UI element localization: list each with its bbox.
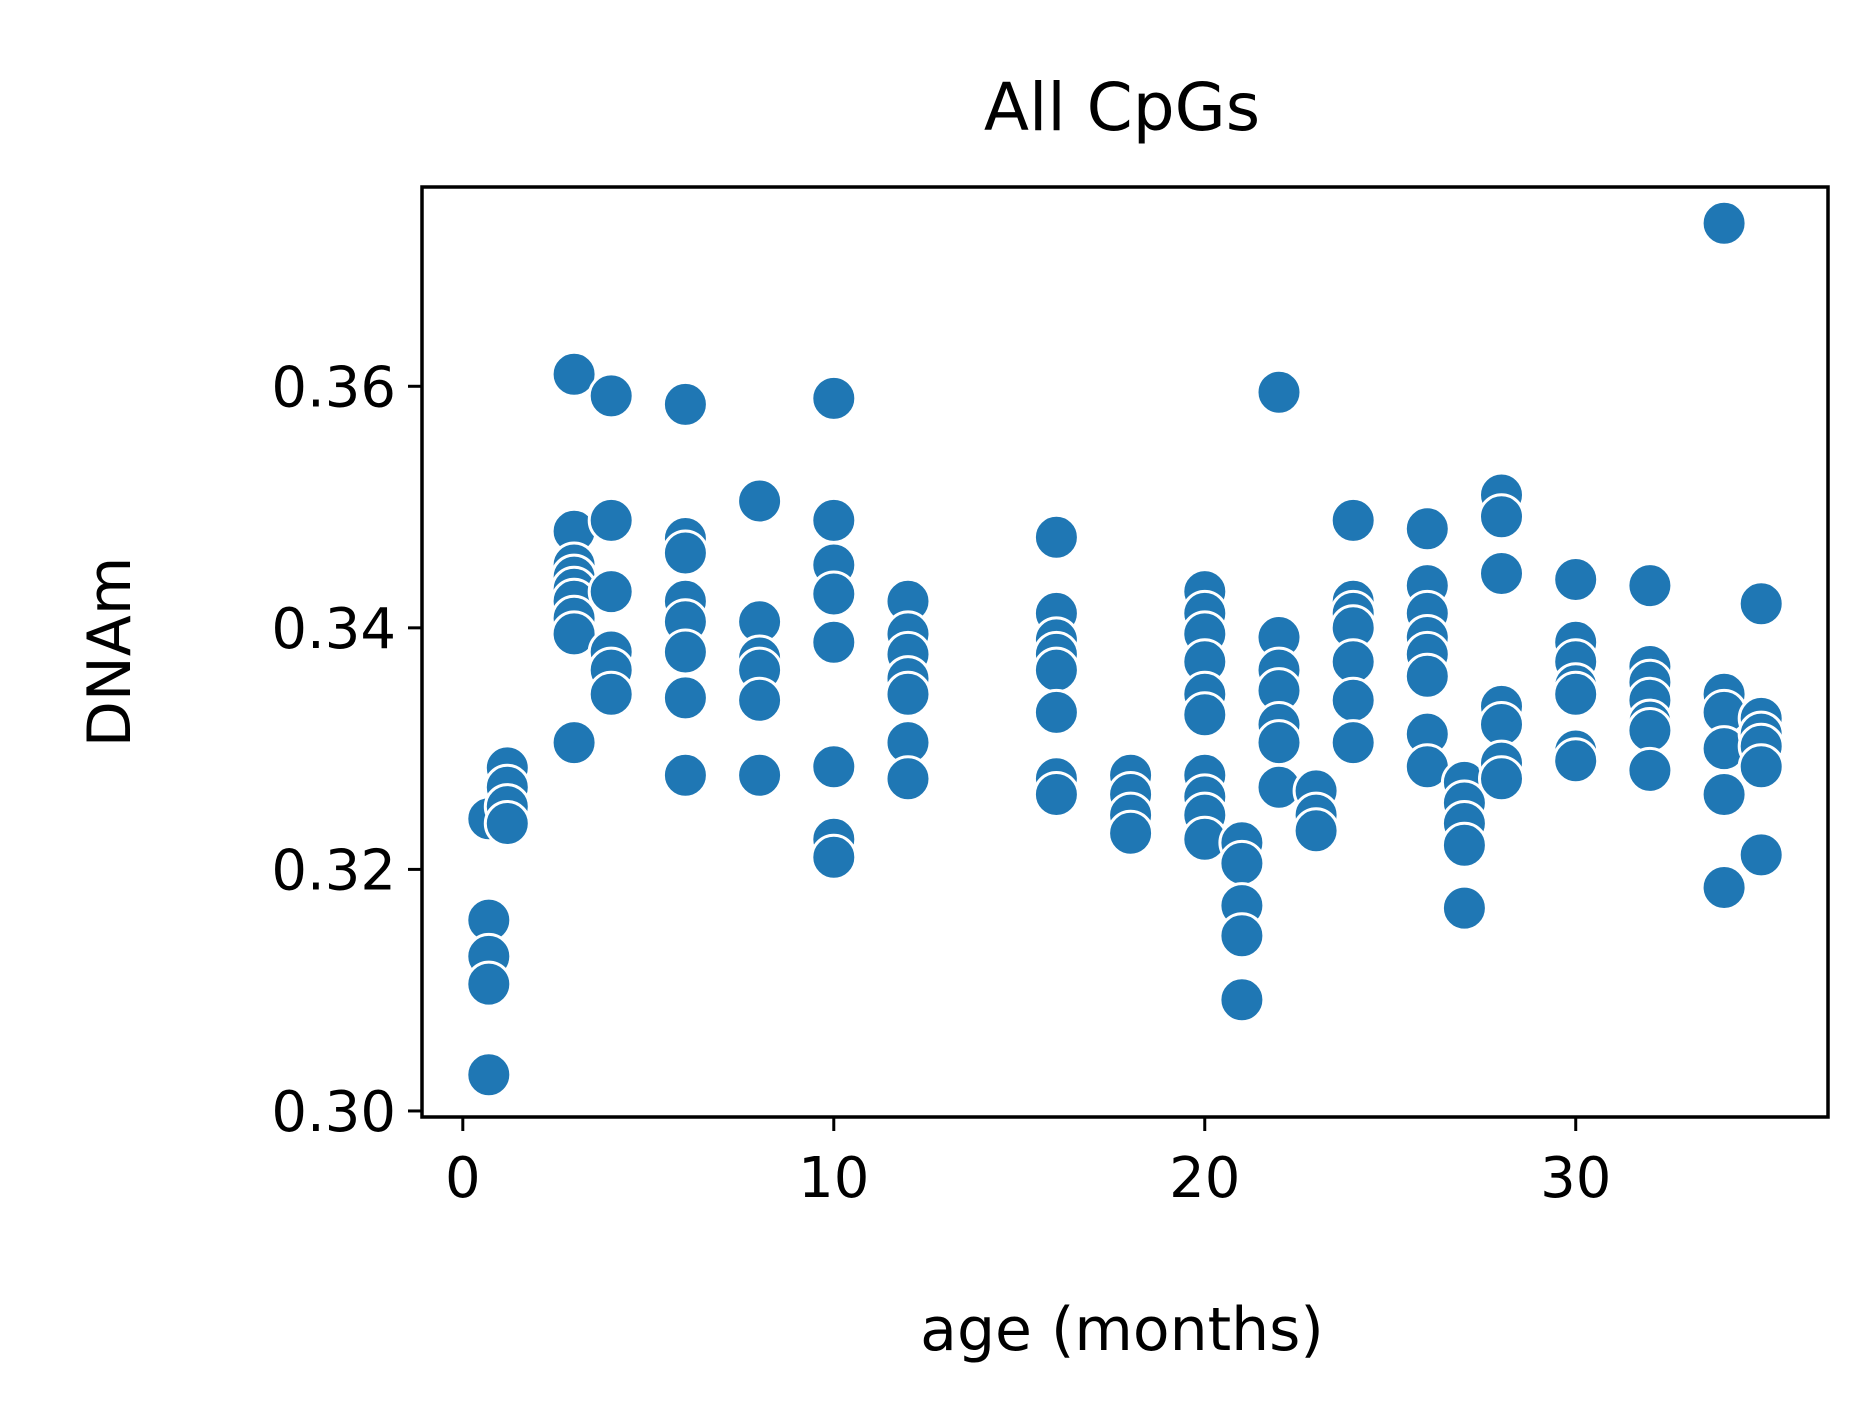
data-point-112 bbox=[1478, 550, 1525, 597]
data-point-108 bbox=[1440, 821, 1488, 869]
x-tick-label: 10 bbox=[798, 1146, 869, 1211]
data-point-141 bbox=[1737, 743, 1785, 791]
y-tick-label: 0.34 bbox=[271, 597, 396, 662]
data-point-123 bbox=[1552, 737, 1600, 785]
data-point-111 bbox=[1478, 493, 1525, 541]
data-point-136 bbox=[1700, 864, 1748, 911]
data-point-42 bbox=[810, 618, 858, 666]
data-point-3 bbox=[465, 960, 513, 1008]
data-point-131 bbox=[1700, 199, 1748, 247]
data-point-4 bbox=[465, 1051, 513, 1099]
data-point-19 bbox=[587, 496, 635, 544]
data-point-102 bbox=[1403, 652, 1451, 700]
data-point-58 bbox=[1032, 688, 1080, 736]
data-point-50 bbox=[884, 670, 932, 718]
data-point-142 bbox=[1737, 831, 1785, 879]
data-point-97 bbox=[1403, 505, 1451, 553]
x-tick-label: 20 bbox=[1169, 1146, 1240, 1211]
data-point-32 bbox=[736, 477, 784, 525]
y-tick-label: 0.32 bbox=[271, 838, 396, 903]
data-point-70 bbox=[1181, 691, 1229, 739]
data-point-109 bbox=[1440, 884, 1488, 932]
data-point-79 bbox=[1218, 976, 1266, 1024]
data-point-80 bbox=[1255, 368, 1303, 416]
data-point-20 bbox=[587, 568, 635, 616]
data-point-52 bbox=[884, 755, 932, 803]
data-point-116 bbox=[1478, 755, 1525, 803]
data-point-89 bbox=[1292, 807, 1340, 855]
data-point-121 bbox=[1552, 670, 1600, 718]
data-point-36 bbox=[736, 676, 784, 724]
data-point-57 bbox=[1032, 646, 1080, 694]
y-tick-label: 0.36 bbox=[271, 355, 396, 420]
data-point-130 bbox=[1626, 746, 1674, 794]
data-point-85 bbox=[1255, 719, 1303, 767]
data-point-124 bbox=[1626, 562, 1674, 610]
data-point-129 bbox=[1626, 707, 1674, 754]
data-point-23 bbox=[587, 670, 635, 718]
data-point-41 bbox=[810, 570, 858, 618]
chart-title: All CpGs bbox=[984, 69, 1260, 146]
y-axis-label: DNAm bbox=[75, 557, 145, 748]
data-point-37 bbox=[736, 751, 784, 799]
data-point-117 bbox=[1552, 556, 1600, 603]
data-point-9 bbox=[550, 350, 598, 398]
x-axis-label: age (months) bbox=[920, 1295, 1324, 1365]
data-point-76 bbox=[1218, 839, 1266, 887]
x-axis-ticks: 0 10 20 30 bbox=[445, 1117, 1611, 1211]
points-layer bbox=[465, 199, 1785, 1099]
data-point-16 bbox=[550, 610, 598, 658]
data-point-90 bbox=[1329, 496, 1377, 544]
data-point-95 bbox=[1329, 676, 1377, 724]
x-tick-label: 0 bbox=[445, 1146, 481, 1211]
data-point-137 bbox=[1737, 580, 1785, 628]
x-tick-label: 30 bbox=[1540, 1146, 1611, 1211]
data-point-38 bbox=[810, 374, 858, 422]
y-tick-label: 0.30 bbox=[271, 1080, 396, 1145]
data-point-26 bbox=[661, 529, 709, 577]
data-point-8 bbox=[483, 800, 531, 847]
data-point-135 bbox=[1700, 771, 1748, 818]
data-point-39 bbox=[810, 496, 858, 544]
data-point-45 bbox=[810, 833, 858, 881]
data-point-30 bbox=[661, 674, 709, 722]
data-point-96 bbox=[1329, 719, 1377, 767]
data-point-53 bbox=[1032, 513, 1080, 561]
data-point-78 bbox=[1218, 912, 1266, 960]
data-point-17 bbox=[550, 719, 598, 767]
data-point-31 bbox=[661, 751, 709, 799]
data-point-43 bbox=[810, 743, 858, 791]
plot-frame bbox=[420, 185, 1830, 1119]
data-point-18 bbox=[587, 372, 635, 420]
y-axis-ticks: 0.30 0.32 0.34 0.36 bbox=[271, 355, 422, 1145]
data-point-29 bbox=[661, 628, 709, 676]
data-point-24 bbox=[661, 380, 709, 428]
data-point-64 bbox=[1107, 809, 1155, 857]
data-point-60 bbox=[1032, 771, 1080, 818]
